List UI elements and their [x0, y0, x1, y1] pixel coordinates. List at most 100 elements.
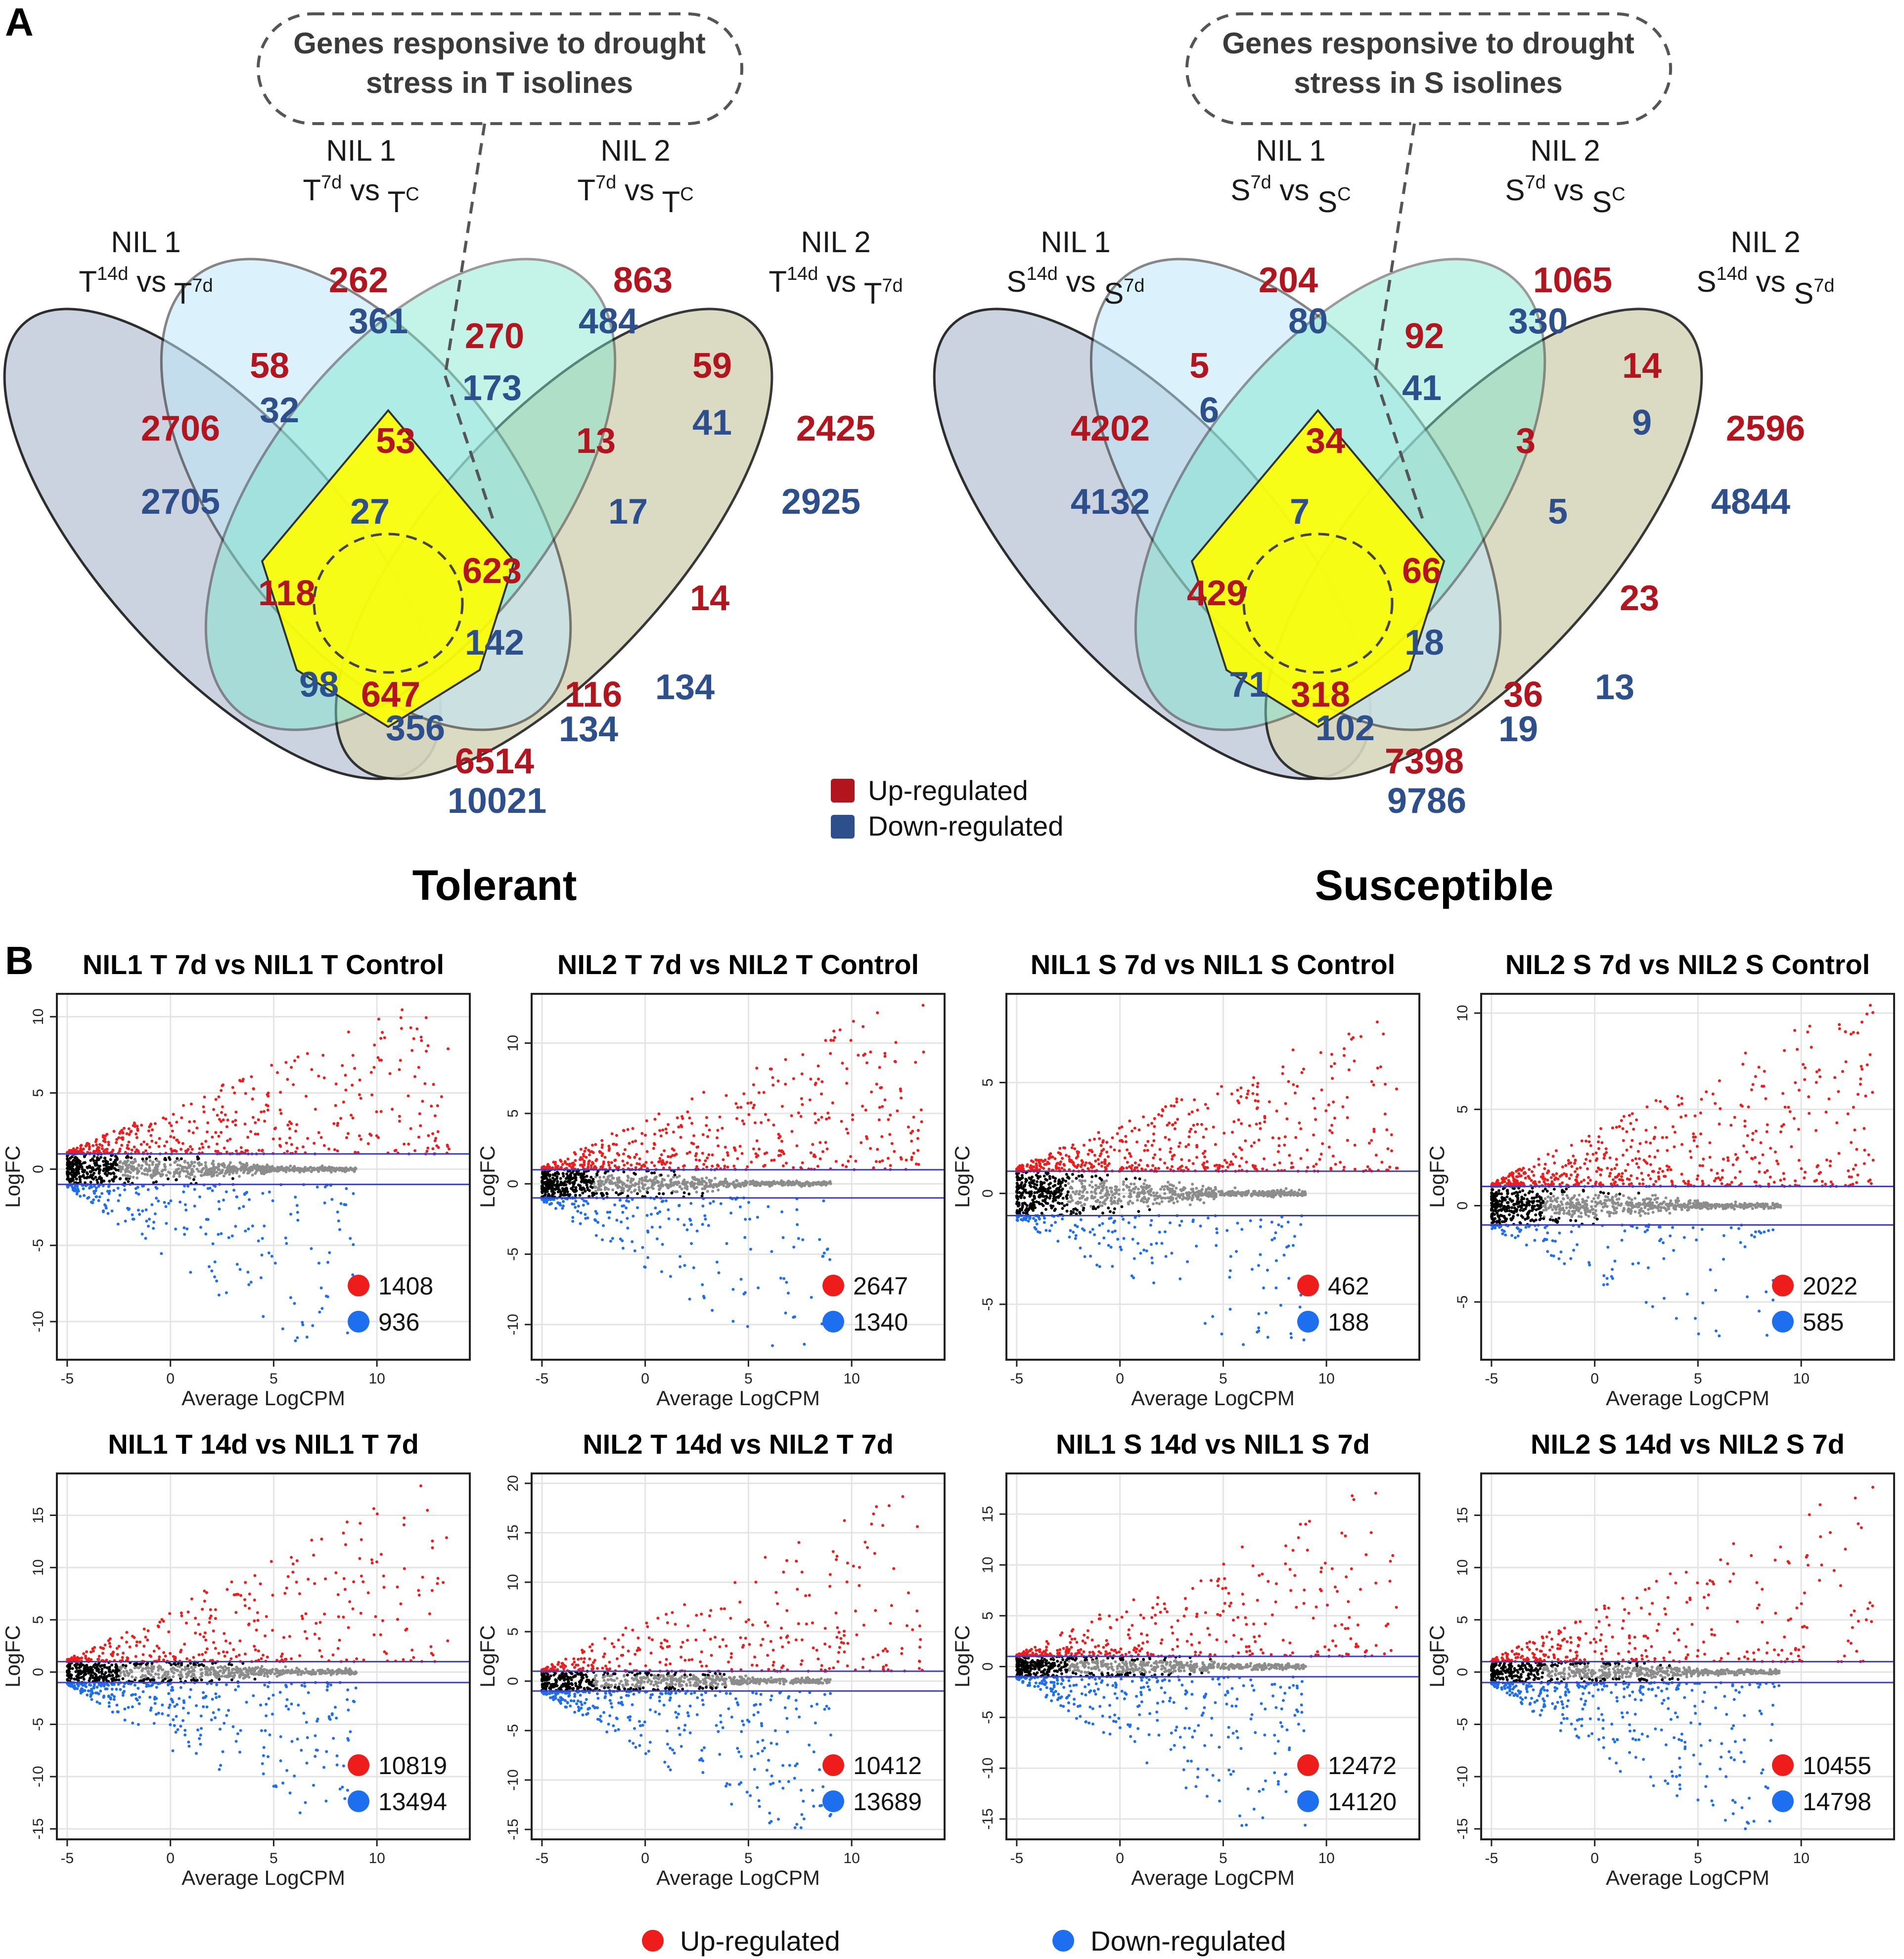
- point-down: [1032, 1217, 1035, 1220]
- point-down: [803, 1342, 806, 1346]
- point-up: [1216, 1092, 1220, 1096]
- point-down: [1043, 1221, 1046, 1224]
- point-up: [127, 1140, 131, 1144]
- point-down: [305, 1336, 309, 1339]
- point-up: [857, 1054, 860, 1057]
- point-ns: [566, 1175, 569, 1179]
- point-up: [1100, 1149, 1103, 1153]
- point-ns: [578, 1194, 582, 1197]
- point-ns: [701, 1192, 704, 1195]
- point-up: [640, 1132, 644, 1135]
- point-up: [423, 1082, 427, 1085]
- point-down: [204, 1232, 208, 1236]
- point-up: [189, 1102, 193, 1106]
- point-down: [83, 1194, 86, 1197]
- point-up: [820, 1115, 823, 1119]
- point-up: [1092, 1137, 1096, 1141]
- point-up: [398, 1119, 401, 1123]
- point-ns: [1058, 1202, 1061, 1205]
- point-down: [1302, 1338, 1306, 1341]
- point-up: [723, 1164, 726, 1168]
- venn-title: Tolerant: [412, 862, 577, 909]
- point-ns: [711, 1190, 715, 1193]
- point-down: [1236, 1221, 1239, 1225]
- point-ns: [744, 1179, 747, 1183]
- point-down: [323, 1201, 326, 1204]
- point-up: [398, 1068, 401, 1071]
- point-up: [726, 1165, 729, 1169]
- point-up: [1339, 1160, 1342, 1164]
- point-down: [1044, 1229, 1048, 1232]
- point-ns: [1042, 1204, 1045, 1207]
- point-ns: [1146, 1204, 1150, 1208]
- callout-line2: stress in S isolines: [1294, 66, 1563, 99]
- point-up: [427, 1134, 430, 1137]
- point-up: [118, 1150, 121, 1153]
- point-up: [1060, 1166, 1064, 1170]
- point-down: [112, 1189, 116, 1192]
- up-count: 1408: [378, 1272, 433, 1300]
- point-down: [545, 1201, 548, 1204]
- point-ns: [1135, 1199, 1139, 1202]
- point-up: [1098, 1137, 1101, 1140]
- point-up: [608, 1166, 612, 1170]
- point-ns: [227, 1166, 231, 1170]
- point-up: [1372, 1127, 1376, 1131]
- point-up: [1098, 1154, 1102, 1158]
- point-up: [306, 1052, 309, 1055]
- point-down: [725, 1242, 728, 1246]
- point-down: [1257, 1326, 1261, 1330]
- point-up: [261, 1149, 264, 1152]
- venn-up-abd: 116: [565, 675, 622, 714]
- venn-up-ab: 5: [1189, 346, 1209, 386]
- point-down: [1152, 1281, 1155, 1285]
- point-up: [630, 1163, 633, 1167]
- point-ns: [298, 1169, 302, 1173]
- point-ns: [1110, 1197, 1113, 1201]
- point-ns: [1204, 1190, 1208, 1193]
- point-up: [1302, 1068, 1305, 1071]
- point-up: [742, 1092, 746, 1096]
- point-down: [669, 1275, 672, 1278]
- point-up: [260, 1110, 263, 1113]
- point-ns: [112, 1171, 115, 1175]
- point-up: [117, 1136, 121, 1140]
- point-up: [1320, 1088, 1323, 1092]
- point-ns: [1296, 1191, 1299, 1195]
- point-up: [1164, 1105, 1167, 1109]
- point-up: [1030, 1159, 1033, 1162]
- point-ns: [1210, 1191, 1214, 1194]
- point-ns: [139, 1166, 143, 1170]
- point-up: [1049, 1152, 1052, 1156]
- point-ns: [706, 1190, 709, 1193]
- point-up: [831, 1101, 834, 1105]
- point-up: [1140, 1167, 1143, 1171]
- point-down: [1215, 1231, 1219, 1235]
- point-ns: [1138, 1177, 1141, 1181]
- point-up: [1032, 1165, 1036, 1168]
- point-down: [193, 1188, 196, 1191]
- point-down: [1195, 1245, 1198, 1248]
- point-down: [1038, 1217, 1041, 1221]
- point-up: [792, 1166, 795, 1169]
- point-down: [558, 1202, 562, 1205]
- point-ns: [1201, 1184, 1205, 1188]
- point-ns: [154, 1180, 158, 1184]
- point-ns: [270, 1168, 273, 1171]
- point-ns: [221, 1164, 225, 1167]
- point-up: [211, 1135, 214, 1139]
- point-up: [1330, 1053, 1333, 1056]
- point-up: [76, 1146, 79, 1150]
- point-down: [715, 1260, 719, 1264]
- venn-down-abd: 134: [559, 710, 618, 749]
- set-label-1-a-sup: 14d: [1026, 264, 1057, 284]
- point-down: [679, 1265, 682, 1269]
- point-down: [782, 1277, 786, 1280]
- point-down: [688, 1297, 691, 1301]
- point-down: [579, 1222, 582, 1225]
- point-ns: [118, 1161, 122, 1164]
- point-down: [1277, 1223, 1280, 1227]
- point-up: [1300, 1071, 1304, 1074]
- point-down: [621, 1210, 625, 1214]
- set-label-1-a-sup: 14d: [97, 264, 128, 284]
